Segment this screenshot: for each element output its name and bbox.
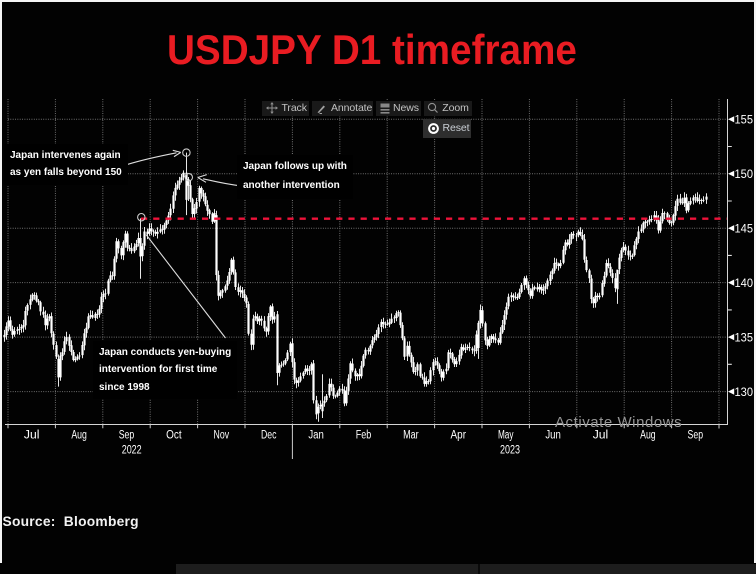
svg-text:Aug: Aug xyxy=(71,430,87,442)
svg-text:Jul: Jul xyxy=(24,430,40,442)
svg-text:Jun: Jun xyxy=(545,430,561,442)
svg-text:May: May xyxy=(498,430,514,442)
svg-text:Jul: Jul xyxy=(593,430,609,442)
svg-text:2022: 2022 xyxy=(122,445,142,457)
svg-text:145: 145 xyxy=(735,222,754,236)
svg-text:Mar: Mar xyxy=(403,430,419,442)
svg-text:Apr: Apr xyxy=(451,430,467,442)
svg-text:140: 140 xyxy=(735,276,754,290)
svg-text:130: 130 xyxy=(735,385,754,399)
svg-text:Dec: Dec xyxy=(261,430,277,442)
svg-text:Sep: Sep xyxy=(688,430,704,442)
svg-text:Nov: Nov xyxy=(214,430,230,442)
svg-text:Jan: Jan xyxy=(308,430,324,442)
svg-text:Aug: Aug xyxy=(640,430,656,442)
svg-text:Feb: Feb xyxy=(356,430,372,442)
svg-text:135: 135 xyxy=(735,330,754,344)
svg-text:155: 155 xyxy=(735,113,754,127)
svg-text:150: 150 xyxy=(735,167,754,181)
svg-text:2023: 2023 xyxy=(500,445,520,457)
svg-text:Oct: Oct xyxy=(166,430,182,442)
svg-text:Sep: Sep xyxy=(119,430,135,442)
